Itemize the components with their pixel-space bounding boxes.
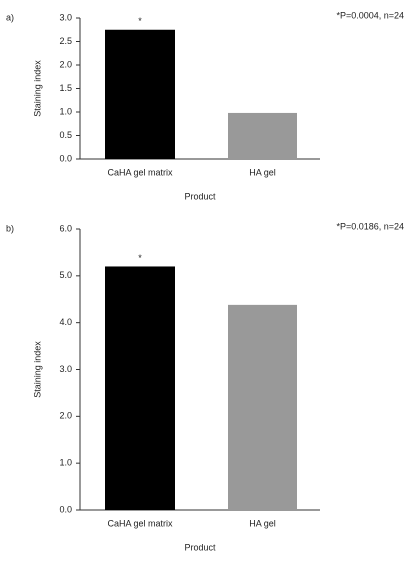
significance-marker: *	[138, 253, 142, 263]
y-tick-label: 6.0	[59, 223, 72, 233]
panel-label: b)	[6, 223, 14, 233]
panel-label: a)	[6, 12, 14, 22]
x-axis-title: Product	[184, 191, 216, 201]
x-tick-label: HA gel	[249, 518, 276, 528]
bar	[105, 29, 175, 159]
y-tick-label: 3.0	[59, 364, 72, 374]
y-axis-title: Staining index	[32, 341, 42, 398]
y-tick-label: 4.0	[59, 317, 72, 327]
annotation: *P=0.0004, n=24	[336, 10, 404, 20]
y-tick-label: 1.5	[59, 83, 72, 93]
bar	[105, 266, 175, 510]
x-axis-title: Product	[184, 542, 216, 552]
x-tick-label: CaHA gel matrix	[107, 167, 173, 177]
y-tick-label: 1.0	[59, 106, 72, 116]
annotation: *P=0.0186, n=24	[336, 221, 404, 231]
y-tick-label: 2.5	[59, 36, 72, 46]
y-tick-label: 2.0	[59, 59, 72, 69]
y-tick-label: 1.0	[59, 458, 72, 468]
x-tick-label: HA gel	[249, 167, 276, 177]
x-tick-label: CaHA gel matrix	[107, 518, 173, 528]
y-tick-label: 2.0	[59, 411, 72, 421]
bar	[228, 304, 297, 510]
bar	[228, 112, 297, 159]
y-tick-label: 0.5	[59, 130, 72, 140]
y-tick-label: 0.0	[59, 153, 72, 163]
y-axis-title: Staining index	[32, 60, 42, 117]
y-tick-label: 3.0	[59, 12, 72, 22]
y-tick-label: 0.0	[59, 504, 72, 514]
significance-marker: *	[138, 16, 142, 26]
y-tick-label: 5.0	[59, 270, 72, 280]
